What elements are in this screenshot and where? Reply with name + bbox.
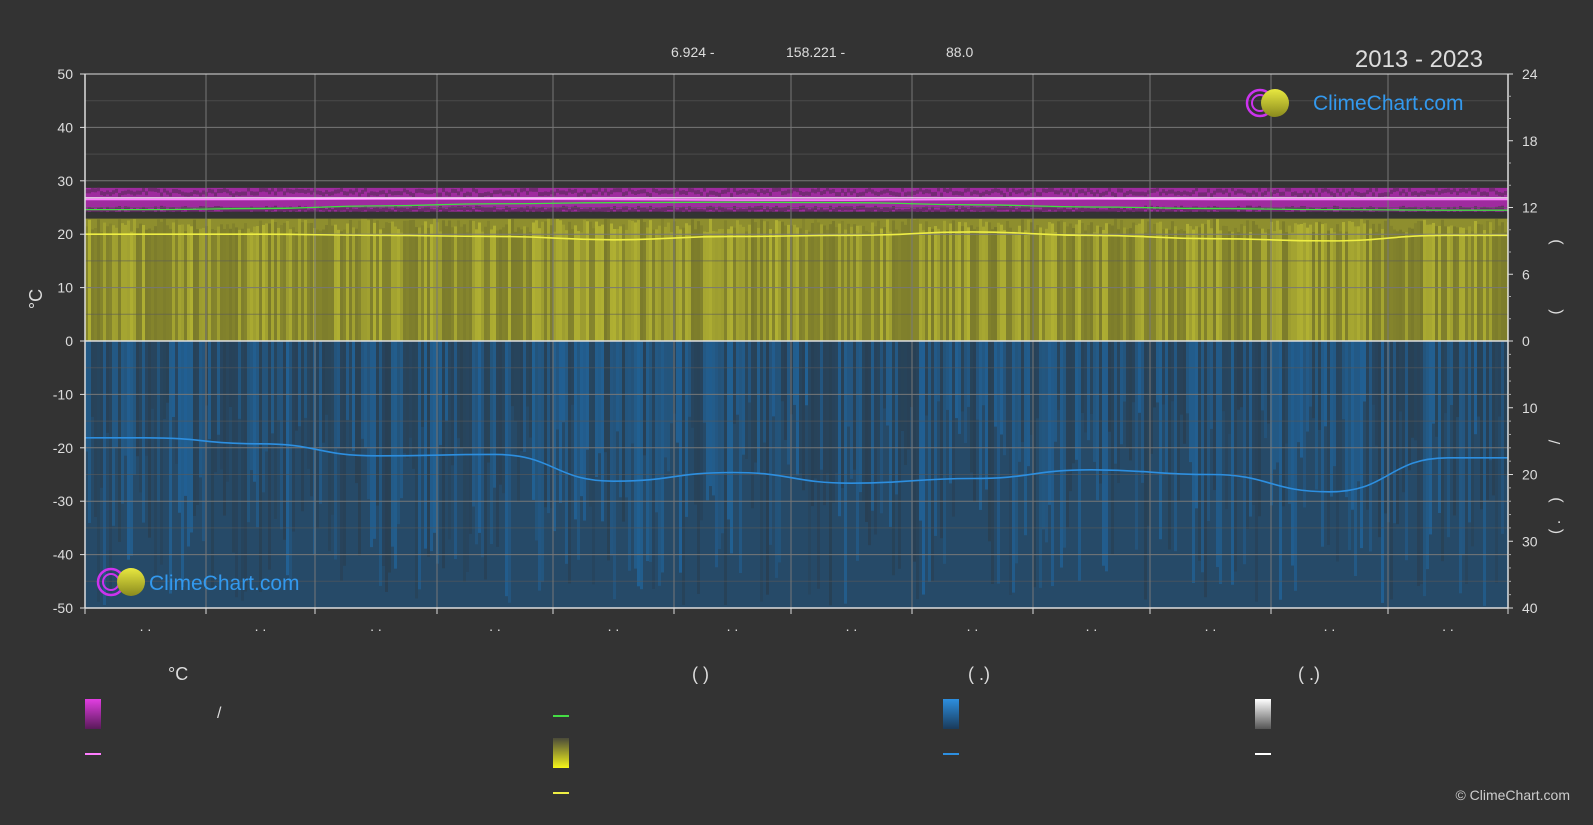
- brand-name-top: ClimeChart.com: [1313, 92, 1464, 115]
- left-tick-label: 30: [57, 173, 73, 189]
- right-bottom-axis-label: ( .: [1547, 520, 1564, 534]
- right-top-tick-label: 12: [1522, 200, 1538, 216]
- legend-item-snow-band: [1255, 699, 1279, 729]
- right-bottom-tick-label: 10: [1522, 400, 1538, 416]
- left-axis-label: °C: [26, 289, 46, 309]
- legend-item-temp-mean: [85, 753, 109, 755]
- x-tick-label: . .: [727, 618, 739, 634]
- legend-item-snow-mean: [1255, 753, 1279, 755]
- x-tick-label: . .: [967, 618, 979, 634]
- legend-item-precip-band: [943, 699, 967, 729]
- right-top-tick-label: 24: [1522, 66, 1538, 82]
- temp-mean-swatch: [85, 753, 101, 755]
- right-bottom-tick-label: 30: [1522, 533, 1538, 549]
- right-bottom-axis-label: ): [1547, 497, 1564, 502]
- x-tick-label: . .: [846, 618, 858, 634]
- left-tick-label: 50: [57, 66, 73, 82]
- latitude-label: 6.924 -: [671, 44, 715, 60]
- legend-item-precip-mean: [943, 753, 967, 755]
- legend-header-sun: ( ): [692, 664, 709, 684]
- brand-logo-top: ClimeChart.com: [1245, 88, 1464, 118]
- right-top-axis-label: ): [1547, 239, 1564, 244]
- brand-logo-bottom: ClimeChart.com: [96, 567, 300, 597]
- x-tick-label: . .: [1324, 618, 1336, 634]
- sunshine-mean-line: [85, 231, 1508, 242]
- snow-swatch: [1255, 699, 1271, 729]
- sunshine-swatch: [553, 738, 569, 768]
- x-tick-label: . .: [1086, 618, 1098, 634]
- plot-area: 50 40 30 20 10 0 -10 -20 -30 -40 -50 °C 24 18 12 6 0 10 20…: [26, 66, 1564, 634]
- x-tick-label: . .: [1442, 618, 1454, 634]
- temp-range-separator: /: [217, 705, 222, 722]
- right-top-tick-label: 6: [1522, 266, 1530, 282]
- temperature-mean-line: [85, 198, 1508, 201]
- right-bottom-tick-label: 20: [1522, 467, 1538, 483]
- temp-range-swatch: [85, 699, 101, 729]
- x-tick-label: . .: [140, 618, 152, 634]
- left-tick-label: -50: [53, 600, 73, 616]
- dewpoint-swatch: [553, 715, 569, 717]
- logo-sun-icon: [117, 568, 145, 596]
- left-tick-label: -40: [53, 547, 73, 563]
- legend-item-temp-range: /: [85, 699, 221, 729]
- x-tick-label: . .: [608, 618, 620, 634]
- right-top-tick-label: 0: [1522, 333, 1530, 349]
- snow-mean-swatch: [1255, 753, 1271, 755]
- elevation-label: 88.0: [946, 44, 974, 60]
- right-bottom-tick-label: 40: [1522, 600, 1538, 616]
- x-tick-label: . .: [370, 618, 382, 634]
- left-tick-label: 20: [57, 226, 73, 242]
- right-top-tick-label: 18: [1522, 133, 1538, 149]
- copyright: © ClimeChart.com: [1455, 787, 1570, 803]
- precip-swatch: [943, 699, 959, 729]
- left-tick-label: -10: [53, 386, 73, 402]
- precip-mean-swatch: [943, 753, 959, 755]
- brand-name-bottom: ClimeChart.com: [149, 572, 300, 595]
- left-tick-label: -30: [53, 493, 73, 509]
- left-tick-label: 40: [57, 119, 73, 135]
- x-tick-label: . .: [489, 618, 501, 634]
- x-tick-label: . .: [255, 618, 267, 634]
- period-label: 2013 - 2023: [1354, 46, 1483, 73]
- longitude-label: 158.221 -: [786, 44, 846, 60]
- legend-item-sunshine-mean: [553, 792, 577, 794]
- legend-item-sunshine-band: [553, 738, 577, 768]
- dewpoint-line: [85, 201, 1508, 211]
- legend-header-temperature: °C: [168, 664, 189, 684]
- legend-header-snow: ( .): [1298, 664, 1320, 684]
- right-top-axis-label: (: [1547, 309, 1564, 315]
- precipitation-mean-line: [85, 436, 1508, 493]
- left-tick-label: -20: [53, 440, 73, 456]
- x-tick-label: . .: [1205, 618, 1217, 634]
- sunshine-mean-swatch: [553, 792, 569, 794]
- legend-header-rain: ( .): [968, 664, 990, 684]
- right-bottom-axis-label: /: [1547, 439, 1564, 444]
- left-tick-label: 10: [57, 280, 73, 296]
- legend-item-dewpoint: [553, 715, 577, 717]
- logo-sun-icon: [1261, 89, 1289, 117]
- left-tick-label: 0: [65, 333, 73, 349]
